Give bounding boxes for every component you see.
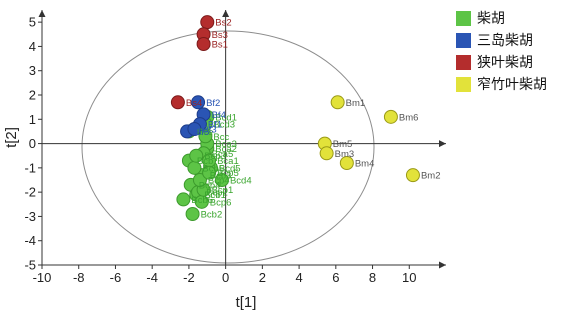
legend-label-zhaizhuye-chaihu: 窄竹叶柴胡 [477,77,547,93]
y-tick-label: -2 [24,185,36,200]
point-label-bcb1: Bcb1 [204,190,226,201]
x-axis-label: t[1] [236,294,257,311]
x-frame-arrow [439,261,446,269]
point-label-bcd4: Bcd4 [230,176,252,187]
y-tick-label: 1 [29,112,36,127]
point-label-bca2: Bca2 [215,144,237,155]
x-tick-label: -2 [183,270,195,285]
x-tick-label: -8 [73,270,85,285]
point-label-bm4: Bm4 [355,159,375,170]
point-label-bf4: Bf4 [212,110,226,121]
point-bm1 [330,95,345,110]
point-label-bs4: Bs4 [186,98,202,109]
point-bcp5 [202,165,217,180]
legend-item-sandao-chaihu: 三岛柴胡 [456,29,547,51]
point-label-bca3: Bca3 [215,139,237,150]
legend-swatch-xiaye-chaihu [456,54,471,70]
point-label-bm5: Bm5 [333,139,353,150]
point-label-bs2: Bs2 [215,18,231,29]
point-label-bcb: Bcb [197,156,213,167]
point-label-bcb2: Bcb2 [201,210,223,221]
point-bm2 [405,168,420,183]
point-bm3 [319,146,334,161]
point-bm6 [383,109,398,124]
point-bs4 [170,95,185,110]
x-tick-label: 8 [369,270,376,285]
legend-item-xiaye-chaihu: 狭叶柴胡 [456,51,547,73]
y-tick-label: -1 [24,160,36,175]
point-bs1 [196,37,211,51]
legend-item-chaihu: 柴胡 [456,7,547,29]
x-tick-label: -6 [110,270,122,285]
point-label-bf2: Bf2 [206,98,220,109]
point-label-bm3: Bm3 [335,149,355,160]
y-tick-label: 4 [29,39,36,54]
legend-swatch-sandao-chaihu [456,32,471,48]
y-tick-label: 3 [29,63,36,78]
point-bs2 [200,15,215,30]
legend-swatch-zhaizhuye-chaihu [456,76,471,92]
legend-label-sandao-chaihu: 三岛柴胡 [477,33,533,49]
point-bcc [198,129,213,144]
point-label-bf3: Bf3 [202,125,216,136]
y-tick-label: -5 [24,258,36,273]
legend-label-chaihu: 柴胡 [477,11,505,27]
point-label-bm1: Bm1 [346,98,366,109]
point-bcb6 [176,192,191,207]
y-tick-label: -3 [24,209,36,224]
point-label-bcb4: Bcb4 [199,180,221,191]
point-label-bcp5: Bcp5 [217,168,239,179]
legend-item-zhaizhuye-chaihu: 窄竹叶柴胡 [456,73,547,95]
x-tick-label: 10 [402,270,416,285]
point-label-bcb3: Bcb3 [210,171,232,182]
point-bcd4 [214,173,229,187]
y-tick-label: 2 [29,88,36,103]
legend: 柴胡 三岛柴胡 狭叶柴胡 窄竹叶柴胡 [456,7,547,95]
point-label-bca5: Bca5 [212,149,234,160]
point-label-bf5: Bf5 [195,127,209,138]
x-tick-label: -10 [33,270,52,285]
x-axis-arrow [439,140,446,148]
point-label-bcd1: Bcd1 [215,112,237,123]
point-bcb2 [185,207,200,221]
point-label-bcc: Bcc [213,132,229,143]
point-label-bm6: Bm6 [399,112,419,123]
y-axis-label: t[2] [3,127,20,148]
point-label-bcb5: Bcb5 [202,163,224,174]
y-tick-label: -4 [24,233,36,248]
point-label-bs1: Bs1 [212,40,228,51]
y-tick-label: 5 [29,15,36,30]
x-tick-label: -4 [146,270,158,285]
y-tick-label: 0 [29,136,36,151]
point-bf2 [191,95,206,110]
x-tick-label: 0 [222,270,229,285]
point-label-bm2: Bm2 [421,171,441,182]
point-label-bcp4: Bcp4 [208,176,230,187]
point-label-bcp6: Bcp6 [210,197,232,208]
point-label-bf1: Bf1 [208,120,222,131]
point-label-bcd3: Bcd3 [213,120,235,131]
point-label-bcb6: Bcb6 [191,195,213,206]
point-label-bcp3: Bcp3 [204,151,226,162]
x-tick-label: 4 [295,270,302,285]
point-bcp3 [189,148,204,163]
x-tick-label: 6 [332,270,339,285]
point-label-bca1: Bca1 [217,156,239,167]
point-bf3 [187,122,202,136]
confidence-ellipse [81,30,375,264]
legend-label-xiaye-chaihu: 狭叶柴胡 [477,55,533,71]
point-label-bcd5: Bcd5 [219,163,241,174]
point-label-bs3: Bs3 [212,30,228,41]
point-label-bcp2: Bcp2 [206,188,228,199]
point-bcp4 [192,173,207,187]
x-tick-label: 2 [259,270,266,285]
point-label-bcp1: Bcp1 [212,185,234,196]
point-label-bce: Bce [197,127,213,138]
legend-swatch-chaihu [456,10,471,26]
point-bm4 [339,156,354,170]
y-frame-arrow [38,10,46,17]
y-axis-arrow [222,10,230,17]
